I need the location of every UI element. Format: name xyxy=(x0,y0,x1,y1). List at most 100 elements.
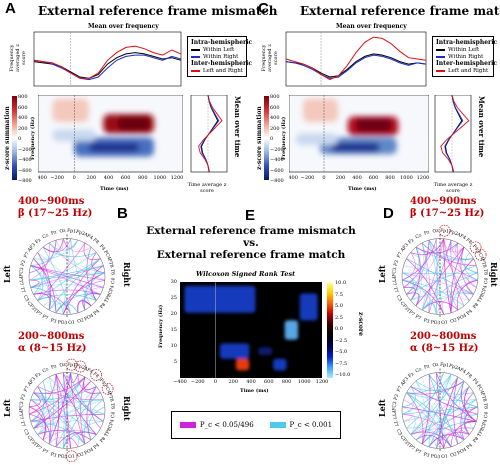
connection-link xyxy=(454,242,465,254)
connection-link xyxy=(460,246,474,295)
electrode-label: P7 xyxy=(414,448,422,456)
tf-xtick: 800 xyxy=(138,175,148,180)
panel-c-time-avg-xlabel: Time average z score xyxy=(433,182,473,194)
electrode-label: FT7 xyxy=(390,410,397,420)
legend-swatch-within-left xyxy=(436,48,445,51)
electrode-label: O2 xyxy=(77,451,85,459)
connection-link xyxy=(406,258,445,315)
connection-link xyxy=(37,431,52,445)
electrode-label: F3 xyxy=(20,393,28,401)
connection-link xyxy=(29,376,86,415)
tf-blob xyxy=(356,118,392,132)
connection-link xyxy=(410,242,425,301)
connection-link xyxy=(450,246,465,313)
panel-d-bottom-band: α (8~15 Hz) xyxy=(410,343,479,354)
connection-link xyxy=(48,242,105,281)
electrode-label: F7 xyxy=(23,385,31,393)
legend-within-left: Within Left xyxy=(203,46,235,53)
highlight-circle xyxy=(74,360,87,373)
connection-link xyxy=(421,373,452,445)
connection-link xyxy=(421,239,452,311)
electrode-label: Fp1 xyxy=(440,362,450,369)
connection-link xyxy=(62,392,101,449)
panel-e-colorbar xyxy=(327,282,333,378)
heatmap-xtick: −200 xyxy=(190,379,205,385)
electrode-label: AF4 xyxy=(455,365,467,375)
electrode-label: FT8 xyxy=(106,258,114,268)
connection-link xyxy=(37,392,101,435)
connection-link xyxy=(29,406,46,441)
connection-link xyxy=(55,373,97,435)
panel-label-e: E xyxy=(245,207,256,224)
electrode-label: FT7 xyxy=(17,410,24,420)
heatmap-ytick: 20 xyxy=(170,311,177,317)
tf-xtick: 1200 xyxy=(417,175,429,180)
connection-link xyxy=(29,272,105,281)
panel-a-title: External reference frame mismatch xyxy=(38,4,278,18)
colorbar-tick: 5.0 xyxy=(335,303,343,309)
connection-link xyxy=(428,239,459,311)
ta-line-within-right xyxy=(444,95,464,173)
electrode-label: Cz xyxy=(415,232,424,240)
colorbar-tick: 2.5 xyxy=(335,314,343,321)
panel-b-top-connectivity-circle: Fp1 Fp2AF4F8F4FC4FT8T8C4CP4TP8P8P4PO4O2O1… xyxy=(17,228,116,326)
highlight-circle xyxy=(474,248,487,261)
connection-link xyxy=(55,386,97,448)
heatmap-cluster xyxy=(258,347,273,355)
electrode-label: FC4 xyxy=(475,249,485,260)
connection-link xyxy=(48,436,72,449)
connection-link xyxy=(55,238,64,250)
connection-link xyxy=(406,292,420,307)
connection-link xyxy=(62,372,72,449)
connection-link xyxy=(42,429,97,441)
tf-xtick: 1200 xyxy=(171,175,183,180)
highlight-circle xyxy=(90,369,103,381)
connection-link xyxy=(33,372,72,429)
panel-d-top-right-label: Right xyxy=(489,262,499,287)
electrode-label: Fz xyxy=(407,237,416,246)
electrode-label: FC4 xyxy=(475,383,485,394)
connection-link xyxy=(70,372,86,445)
series-line-within-right xyxy=(285,54,427,79)
highlight-circle xyxy=(101,382,114,395)
connection-link xyxy=(410,386,470,435)
heatmap-xtick: −400 xyxy=(173,379,187,385)
panel-d-top-band: β (17~25 Hz) xyxy=(410,208,485,219)
colorbar-tick: 200 xyxy=(18,125,28,132)
electrode-label: Cz xyxy=(42,232,51,240)
colorbar-tick: −400 xyxy=(18,157,32,163)
electrode-label: PO3 xyxy=(430,453,440,460)
connection-link xyxy=(406,372,445,429)
connection-link xyxy=(443,238,470,301)
connection-link xyxy=(410,246,421,258)
connection-link xyxy=(29,374,57,415)
electrode-label: F4 xyxy=(98,377,107,386)
panel-e-heatmap xyxy=(180,282,322,378)
electrode-label: Fp2 xyxy=(75,229,85,237)
colorbar-tick: 600 xyxy=(270,104,280,111)
tf-frame xyxy=(289,95,429,173)
electrode-label: Pz xyxy=(50,363,58,370)
connection-link xyxy=(428,373,459,445)
electrode-label: C4 xyxy=(483,277,490,284)
panel-a-freq-line-chart xyxy=(33,31,182,87)
heatmap-cluster xyxy=(299,293,318,321)
connection-link xyxy=(415,380,474,395)
panel-c-time-average-plot xyxy=(434,95,472,173)
panel-b-bottom-connectivity-circle: Fp1 Fp2AF4F8F4FC4FT8T8C4CP4TP8P8P4PO4O2O1… xyxy=(17,358,117,462)
electrode-label: CP4 xyxy=(480,285,488,296)
electrode-label: O1 xyxy=(68,319,75,326)
heatmap-xtick: 0 xyxy=(213,379,218,385)
connection-link xyxy=(421,297,470,311)
connection-link xyxy=(402,279,419,307)
electrode-label: PO3 xyxy=(430,319,440,326)
connection-link xyxy=(406,427,452,448)
connection-link xyxy=(30,252,97,288)
highlight-circle xyxy=(65,450,78,462)
panel-d-bottom-window: 200~800ms xyxy=(410,331,477,342)
electrode-label: FT7 xyxy=(390,276,397,286)
connection-link xyxy=(33,380,47,429)
tf-xtick: 200 xyxy=(336,175,346,180)
connection-link xyxy=(48,239,79,251)
tf-xtick: 0 xyxy=(73,175,76,180)
